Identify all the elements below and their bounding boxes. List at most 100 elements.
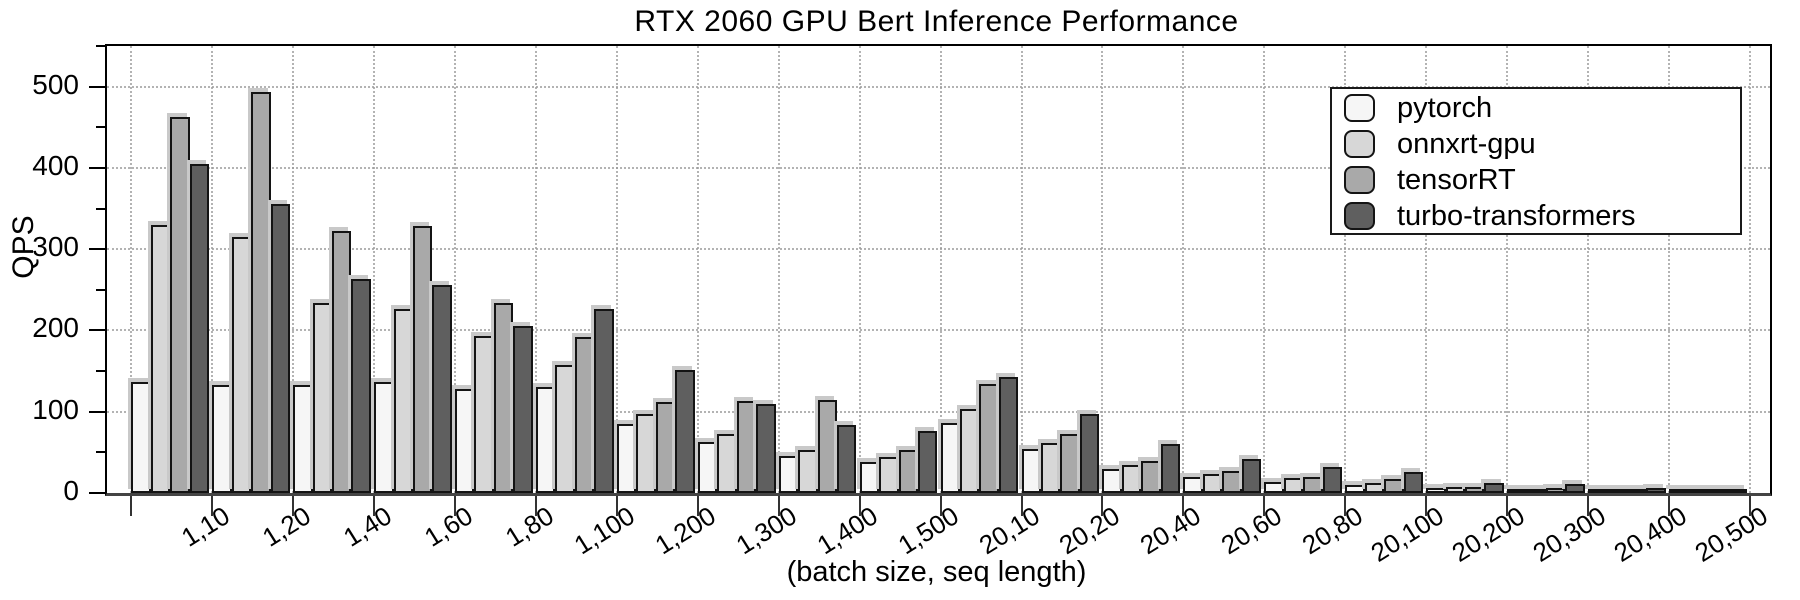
x-gridline [1748,46,1751,493]
x-gridline [1344,46,1347,493]
bar-tensorRT-20,40 [1141,461,1161,493]
y-tick [89,410,105,413]
y-minor-tick [96,207,105,210]
y-gridline [107,410,1770,413]
bar-turbo-transformers-20,100 [1403,471,1423,493]
bar-pytorch-20,10 [940,423,961,493]
bar-onnxrt-gpu-20,100 [1364,483,1385,493]
x-tick [211,496,214,516]
x-gridline [454,46,457,493]
bar-turbo-transformers-20,20 [1079,414,1100,493]
bar-pytorch-20,300 [1507,489,1527,493]
bar-tensorRT-20,200 [1465,486,1485,493]
bar-turbo-transformers-20,60 [1241,458,1262,493]
bar-turbo-transformers-1,300 [756,404,776,493]
bar-tensorRT-20,10 [979,384,999,493]
legend: pytorch onnxrt-gpu tensorRT turbo-transf… [1330,87,1742,235]
bar-tensorRT-1,40 [332,230,352,493]
bar-onnxrt-gpu-20,40 [1121,465,1142,493]
x-gridline [1182,46,1185,493]
x-gridline [615,46,618,493]
x-gridline [1667,46,1670,493]
bar-onnxrt-gpu-20,500 [1688,489,1708,493]
bar-tensorRT-20,80 [1303,476,1323,493]
bar-pytorch-1,80 [455,388,475,493]
bar-pytorch-20,40 [1102,469,1122,493]
x-gridline [211,46,214,493]
bar-tensorRT-1,80 [493,302,514,493]
x-tick [858,496,861,516]
bar-tensorRT-20,400 [1626,489,1647,493]
y-tick [89,492,105,494]
bar-turbo-transformers-1,10 [189,163,210,493]
bar-pytorch-1,60 [374,382,394,493]
x-tick [1748,496,1751,516]
x-gridline [1506,46,1509,493]
y-tick-label: 200 [32,312,79,344]
legend-label: onnxrt-gpu [1397,127,1536,160]
x-gridline [1263,46,1266,493]
bar-turbo-transformers-20,10 [998,376,1019,493]
y-minor-tick [96,451,105,454]
bar-pytorch-20,60 [1183,476,1203,493]
x-gridline [373,46,376,493]
x-tick [1506,496,1509,516]
bar-onnxrt-gpu-20,20 [1040,443,1061,493]
x-tick [1425,496,1428,516]
bar-pytorch-1,20 [212,384,232,493]
bar-pytorch-1,400 [778,455,799,493]
y-tick-label: 300 [32,231,79,263]
x-gridline [777,46,780,493]
bar-onnxrt-gpu-1,60 [393,309,413,493]
bar-tensorRT-20,100 [1384,479,1404,493]
bar-pytorch-20,80 [1264,481,1284,493]
bar-pytorch-1,300 [697,441,718,493]
bar-pytorch-20,500 [1668,489,1689,493]
bar-turbo-transformers-20,40 [1160,444,1181,493]
y-gridline [107,166,1770,169]
x-gridline [130,46,133,493]
bar-onnxrt-gpu-1,400 [798,449,818,493]
x-tick [1263,496,1266,516]
x-tick [696,496,699,516]
y-gridline [107,85,1770,88]
x-tick [1182,496,1185,516]
x-gridline [1425,46,1428,493]
x-tick [1667,496,1670,516]
bar-pytorch-1,100 [535,386,556,493]
y-minor-tick [96,126,105,129]
x-tick [292,496,295,516]
bar-pytorch-1,10 [131,381,151,493]
bar-onnxrt-gpu-20,80 [1283,478,1304,493]
bar-tensorRT-20,20 [1060,434,1080,493]
bar-onnxrt-gpu-20,10 [960,409,980,493]
y-tick-label: 100 [32,393,79,425]
bar-onnxrt-gpu-20,60 [1202,473,1223,493]
legend-swatch-tensorrt [1344,166,1375,194]
legend-item-turbo-transformers: turbo-transformers [1344,199,1740,233]
y-tick-label: 0 [63,475,79,506]
x-tick [1344,496,1347,516]
bar-onnxrt-gpu-1,10 [150,224,171,493]
x-gridline [1587,46,1590,493]
bar-tensorRT-20,500 [1707,489,1728,493]
bar-turbo-transformers-1,500 [917,431,938,493]
bar-pytorch-20,20 [1021,449,1041,493]
bar-turbo-transformers-1,200 [675,370,695,493]
y-gridline [107,329,1770,332]
bar-tensorRT-20,60 [1222,471,1242,493]
bar-onnxrt-gpu-1,100 [555,365,575,493]
bar-turbo-transformers-1,20 [270,203,290,493]
x-gridline [939,46,942,493]
bar-pytorch-20,100 [1345,484,1365,493]
legend-swatch-pytorch [1344,94,1375,122]
x-tick [373,496,376,516]
bar-tensorRT-20,300 [1545,488,1566,493]
legend-item-onnxrt-gpu: onnxrt-gpu [1344,127,1740,161]
bar-turbo-transformers-1,400 [837,424,857,493]
y-tick [89,329,105,332]
bar-turbo-transformers-1,60 [432,284,452,493]
bar-pytorch-1,40 [293,384,313,493]
bar-turbo-transformers-1,40 [351,279,371,493]
bar-onnxrt-gpu-1,500 [879,457,899,493]
